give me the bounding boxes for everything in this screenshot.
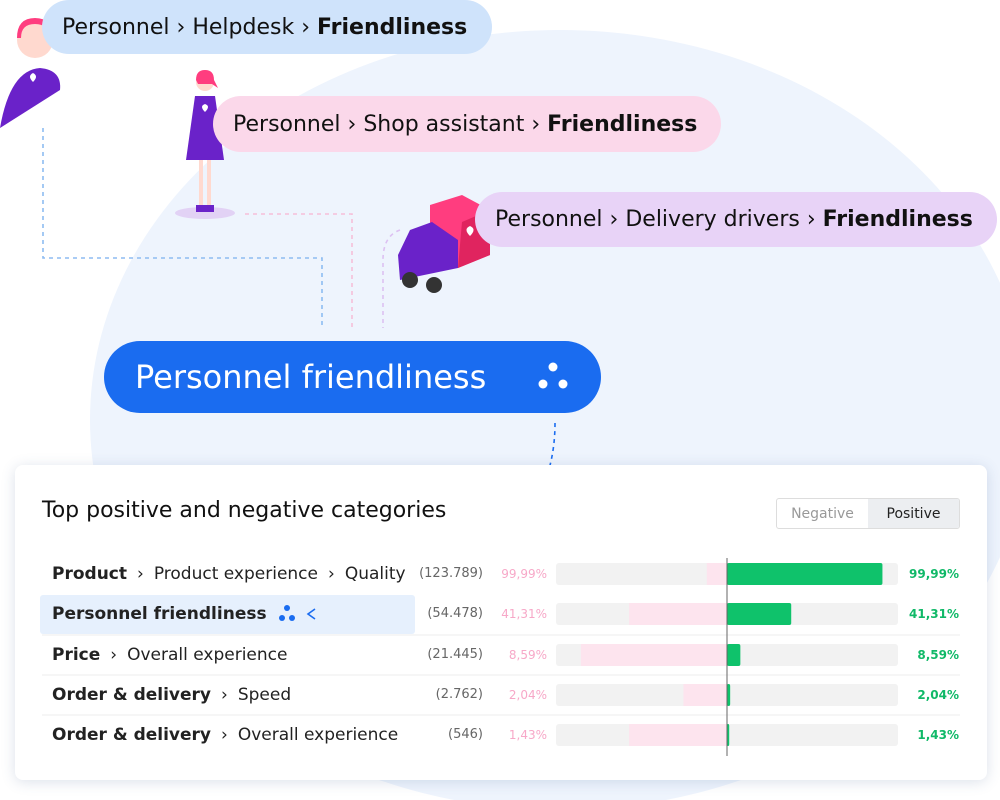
separator: ›	[806, 207, 816, 232]
path-leaf: Friendliness	[317, 14, 468, 40]
tab[interactable]: Positive	[868, 499, 959, 528]
path-part: Personnel	[495, 207, 603, 232]
arrow-head	[306, 608, 316, 620]
delivery-truck	[398, 195, 490, 293]
row-label: Order & delivery › Overall experience	[52, 723, 398, 747]
path-part: Delivery drivers	[625, 207, 800, 232]
target-pill: Personnel friendliness	[104, 341, 601, 413]
path-part: Shop assistant	[363, 111, 525, 137]
tab[interactable]: Negative	[791, 505, 854, 522]
dot	[278, 615, 285, 621]
separator: ›	[137, 564, 144, 584]
row-label: Price › Overall experience	[52, 643, 287, 667]
negative-share-label: 41,31%	[501, 607, 547, 621]
negative-share-label: 1,43%	[508, 728, 547, 742]
target-label: Personnel friendliness	[135, 358, 487, 396]
separator: ›	[221, 725, 228, 745]
row-label: Personnel friendliness	[52, 602, 316, 626]
arrow	[306, 608, 316, 620]
positive-share-label: 8,59%	[917, 648, 959, 662]
label-part: Quality	[344, 564, 406, 584]
count: (546)	[448, 727, 483, 742]
separator: ›	[110, 645, 118, 665]
path-part: Helpdesk	[192, 14, 295, 40]
separator: ›	[301, 14, 311, 40]
card-title: Top positive and negative categories	[42, 498, 447, 523]
cluster-icon	[278, 605, 295, 621]
negative-share-label: 2,04%	[508, 688, 547, 702]
separator: ›	[347, 111, 357, 137]
count: (21.445)	[427, 647, 483, 662]
label-part: Speed	[237, 685, 292, 705]
label-part: Order & delivery	[52, 725, 212, 745]
path-leaf: Friendliness	[547, 111, 698, 137]
separator: ›	[328, 564, 335, 584]
path-part: Personnel	[62, 14, 170, 40]
row-label: Order & delivery › Speed	[52, 683, 291, 707]
negative-share-label: 99,99%	[501, 567, 547, 581]
positive-share-label: 41,31%	[909, 607, 959, 621]
path-leaf: Friendliness	[822, 207, 973, 232]
source-pill: Personnel › Delivery drivers › Friendliness	[475, 192, 997, 247]
label-part: Product experience	[153, 564, 318, 584]
label-part: Price	[52, 645, 101, 665]
count: (2.762)	[435, 687, 483, 702]
source-pill: Personnel › Helpdesk › Friendliness	[42, 0, 492, 54]
path-part: Personnel	[233, 111, 341, 137]
label-part: Overall experience	[237, 725, 399, 745]
count: (123.789)	[419, 566, 483, 581]
positive-share-label: 1,43%	[917, 728, 959, 742]
separator: ›	[609, 207, 619, 232]
positive-share-label: 99,99%	[909, 567, 959, 581]
row-label: Product › Product experience › Quality	[52, 562, 406, 586]
label-part: Order & delivery	[52, 685, 212, 705]
dot	[283, 605, 290, 611]
label-part: Product	[52, 564, 127, 584]
label-part: Personnel friendliness	[52, 604, 267, 624]
dot	[288, 615, 295, 621]
separator: ›	[176, 14, 186, 40]
label-part: Overall experience	[127, 645, 288, 665]
tab-group: Negative Positive	[776, 498, 960, 529]
negative-share-label: 8,59%	[508, 648, 547, 662]
shop-assistant	[175, 70, 235, 219]
cluster-icon	[538, 362, 568, 389]
separator: ›	[531, 111, 541, 137]
count: (54.478)	[427, 606, 483, 621]
row-highlight	[40, 595, 415, 634]
positive-share-label: 2,04%	[917, 688, 959, 702]
source-pill: Personnel › Shop assistant › Friendliness	[213, 96, 721, 152]
separator: ›	[221, 685, 228, 705]
